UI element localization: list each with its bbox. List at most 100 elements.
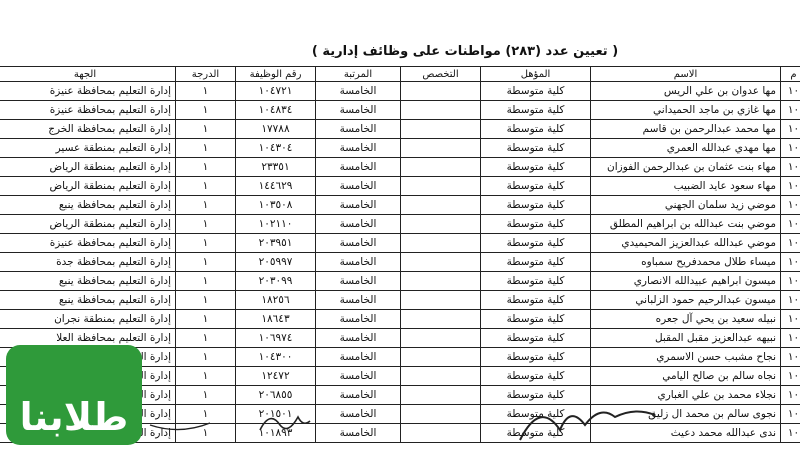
cell-name: مهاء بنت عثمان بن عبدالرحمن الفوزان bbox=[590, 157, 781, 177]
cell-grade: ١ bbox=[175, 328, 236, 348]
cell-specialty bbox=[400, 404, 481, 424]
cell-qualification: كلية متوسطة bbox=[480, 328, 591, 348]
cell-grade: ١ bbox=[175, 423, 236, 443]
cell-no: ١٠ bbox=[780, 347, 800, 367]
cell-rank: الخامسة bbox=[315, 81, 401, 101]
table-row: ١٠ مهاء بنت عثمان بن عبدالرحمن الفوزان كلي… bbox=[0, 157, 800, 177]
cell-qualification: كلية متوسطة bbox=[480, 404, 591, 424]
cell-rank: الخامسة bbox=[315, 328, 401, 348]
cell-qualification: كلية متوسطة bbox=[480, 138, 591, 158]
cell-rank: الخامسة bbox=[315, 138, 401, 158]
table-row: ١٠ مها مهدي عبدالله العمري كلية متوسطة الخا… bbox=[0, 138, 800, 158]
cell-job-no: ١٤٤٦٢٩ bbox=[235, 176, 316, 196]
cell-grade: ١ bbox=[175, 176, 236, 196]
cell-no: ١٠ bbox=[780, 328, 800, 348]
cell-job-no: ١٧٧٨٨ bbox=[235, 119, 316, 139]
cell-specialty bbox=[400, 252, 481, 272]
cell-name: نبيهه عبدالعزيز مقبل المقبل bbox=[590, 328, 781, 348]
cell-grade: ١ bbox=[175, 233, 236, 253]
column-header: الاسم bbox=[590, 66, 781, 82]
table-row: ١٠ مهاء سعود عايد الضبيب كلية متوسطة الخامس… bbox=[0, 176, 800, 196]
cell-specialty bbox=[400, 271, 481, 291]
cell-dept: إدارة التعليم بمنطقة الرياض bbox=[0, 176, 176, 196]
watermark-logo: طلابنا bbox=[6, 345, 142, 445]
cell-qualification: كلية متوسطة bbox=[480, 366, 591, 386]
cell-job-no: ١٠٤٣٠٤ bbox=[235, 138, 316, 158]
cell-qualification: كلية متوسطة bbox=[480, 195, 591, 215]
header-row: م الاسم المؤهل التخصص المرتبة رقم الوظيفة الدر… bbox=[0, 66, 800, 82]
cell-rank: الخامسة bbox=[315, 195, 401, 215]
cell-job-no: ١٠٦٩٧٤ bbox=[235, 328, 316, 348]
cell-name: موضي زيد سلمان الجهني bbox=[590, 195, 781, 215]
table-row: ١٠ ميسون ابراهيم عبيدالله الانصاري كلية مت… bbox=[0, 271, 800, 291]
cell-name: مها مهدي عبدالله العمري bbox=[590, 138, 781, 158]
cell-qualification: كلية متوسطة bbox=[480, 214, 591, 234]
appointments-table: م الاسم المؤهل التخصص المرتبة رقم الوظيفة الدر… bbox=[0, 66, 800, 443]
cell-job-no: ١٨٦٤٣ bbox=[235, 309, 316, 329]
cell-qualification: كلية متوسطة bbox=[480, 100, 591, 120]
cell-name: ميسون ابراهيم عبيدالله الانصاري bbox=[590, 271, 781, 291]
table-row: ١٠ نبيهه عبدالعزيز مقبل المقبل كلية متوسطة… bbox=[0, 328, 800, 348]
cell-grade: ١ bbox=[175, 271, 236, 291]
cell-name: مها غازي بن ماجد الحميداني bbox=[590, 100, 781, 120]
cell-grade: ١ bbox=[175, 195, 236, 215]
cell-job-no: ٢٣٣٥١ bbox=[235, 157, 316, 177]
column-header: رقم الوظيفة bbox=[235, 66, 316, 82]
cell-no: ١٠ bbox=[780, 271, 800, 291]
cell-job-no: ٢٠٣٠٩٩ bbox=[235, 271, 316, 291]
cell-rank: الخامسة bbox=[315, 214, 401, 234]
cell-no: ١٠ bbox=[780, 233, 800, 253]
cell-name: ميساء طلال محمدفريح سمباوه bbox=[590, 252, 781, 272]
cell-no: ١٠ bbox=[780, 423, 800, 443]
cell-rank: الخامسة bbox=[315, 119, 401, 139]
cell-grade: ١ bbox=[175, 366, 236, 386]
cell-dept: إدارة التعليم بمحافظة الخرج bbox=[0, 119, 176, 139]
cell-grade: ١ bbox=[175, 119, 236, 139]
cell-specialty bbox=[400, 81, 481, 101]
cell-specialty bbox=[400, 366, 481, 386]
cell-no: ١٠ bbox=[780, 385, 800, 405]
cell-rank: الخامسة bbox=[315, 176, 401, 196]
cell-rank: الخامسة bbox=[315, 309, 401, 329]
cell-job-no: ٢٠٥٩٩٧ bbox=[235, 252, 316, 272]
cell-specialty bbox=[400, 214, 481, 234]
cell-qualification: كلية متوسطة bbox=[480, 309, 591, 329]
cell-specialty bbox=[400, 157, 481, 177]
cell-qualification: كلية متوسطة bbox=[480, 385, 591, 405]
cell-name: نجاح مشبب حسن الاسمري bbox=[590, 347, 781, 367]
cell-grade: ١ bbox=[175, 81, 236, 101]
table-body: ١٠ مها عدوان بن علي الريس كلية متوسطة الخام… bbox=[0, 81, 800, 443]
cell-name: ندى عبدالله محمد دعيث bbox=[590, 423, 781, 443]
cell-grade: ١ bbox=[175, 347, 236, 367]
cell-dept: إدارة التعليم بمنطقة عسير bbox=[0, 138, 176, 158]
table-row: ١٠ مها عدوان بن علي الريس كلية متوسطة الخام… bbox=[0, 81, 800, 101]
cell-dept: إدارة التعليم بمنطقة نجران bbox=[0, 309, 176, 329]
cell-job-no: ٢٠٦٨٥٥ bbox=[235, 385, 316, 405]
cell-name: مهاء سعود عايد الضبيب bbox=[590, 176, 781, 196]
cell-grade: ١ bbox=[175, 214, 236, 234]
cell-name: نجلاء محمد بن علي الغباري bbox=[590, 385, 781, 405]
cell-grade: ١ bbox=[175, 404, 236, 424]
cell-specialty bbox=[400, 100, 481, 120]
table-row: ١٠ ميساء طلال محمدفريح سمباوه كلية متوسطة ا… bbox=[0, 252, 800, 272]
cell-qualification: كلية متوسطة bbox=[480, 81, 591, 101]
cell-grade: ١ bbox=[175, 309, 236, 329]
cell-no: ١٠ bbox=[780, 157, 800, 177]
cell-dept: إدارة التعليم بمحافظة جدة bbox=[0, 252, 176, 272]
cell-grade: ١ bbox=[175, 157, 236, 177]
cell-job-no: ١٠١٨٩٣ bbox=[235, 423, 316, 443]
cell-name: موضي بنت عبدالله بن ابراهيم المطلق bbox=[590, 214, 781, 234]
cell-no: ١٠ bbox=[780, 138, 800, 158]
cell-qualification: كلية متوسطة bbox=[480, 252, 591, 272]
cell-qualification: كلية متوسطة bbox=[480, 233, 591, 253]
cell-dept: إدارة التعليم بمحافظة عنيزة bbox=[0, 81, 176, 101]
cell-job-no: ١٠٣٥٠٨ bbox=[235, 195, 316, 215]
cell-rank: الخامسة bbox=[315, 366, 401, 386]
cell-qualification: كلية متوسطة bbox=[480, 423, 591, 443]
cell-specialty bbox=[400, 309, 481, 329]
cell-qualification: كلية متوسطة bbox=[480, 347, 591, 367]
cell-qualification: كلية متوسطة bbox=[480, 119, 591, 139]
cell-rank: الخامسة bbox=[315, 423, 401, 443]
cell-job-no: ٢٠٣٩٥١ bbox=[235, 233, 316, 253]
